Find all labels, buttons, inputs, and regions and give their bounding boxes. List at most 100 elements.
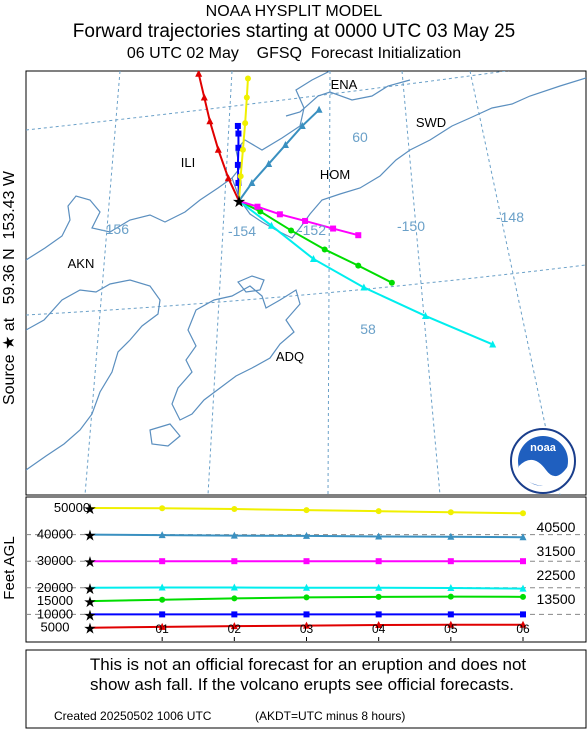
trajectory-point-4-2 [309,254,317,262]
created-stamp: Created 20250502 1006 UTC [54,709,212,723]
trajectory-point-1-1 [224,174,232,182]
place-akn: AKN [68,256,95,271]
height-point-3-6 [520,558,526,565]
trajectory-line-6 [238,109,320,202]
trajectory-point-1-4 [200,93,208,101]
height-point-3-2 [231,558,238,565]
noaa-logo: noaa [510,428,576,494]
trajectory-point-4-4 [421,311,429,319]
ytick-30000: 30000 [37,553,73,568]
trajectory-layer: ★ [195,71,497,348]
height-point-4-6 [519,584,527,592]
trajectory-line-7 [238,78,249,202]
trajectory-point-2-1 [235,179,242,186]
height-point-1-6 [520,510,526,517]
height-point-4-4 [375,583,383,591]
place-ili: ILI [181,155,195,170]
lon-label-150: -150 [397,218,425,234]
source-label: Source ★ at 59.36 N 153.43 W [1,170,18,405]
longitude-line-156 [84,71,121,495]
trajectory-point-4-3 [360,283,368,291]
xtick-label-05: 05 [444,622,458,636]
trajectory-point-6-5 [315,105,323,113]
trajectory-point-4-5 [489,340,497,348]
trajectory-point-2-4 [235,130,242,137]
trajectory-point-7-5 [244,75,251,82]
trajectory-point-6-3 [281,140,289,148]
height-point-5-5 [447,593,454,600]
trajectory-point-3-4 [355,262,362,269]
map-frame [25,70,587,496]
height-source-star-3: ★ [83,554,96,571]
longitude-line-148 [469,71,561,495]
trajectory-point-5-3 [302,217,309,224]
height-point-2-3 [303,531,310,539]
trajectory-point-3-1 [257,208,264,215]
height-point-6-5 [447,611,454,618]
height-point-7-2 [230,622,238,630]
trajectory-point-6-4 [298,121,306,129]
lon-label-156: -156 [101,221,129,237]
trajectory-point-5-2 [276,211,283,218]
height-point-2-5 [447,532,455,540]
lon-label-154: -154 [228,223,256,239]
height-point-5-2 [231,595,238,602]
height-source-star-2: ★ [83,528,96,545]
trajectory-point-5-5 [355,232,362,239]
height-point-1-1 [159,505,166,512]
lon-label-148: -148 [496,209,524,225]
trajectory-point-4-1 [267,221,275,229]
lat-label-60: 60 [352,129,368,145]
height-left-ticks: 50000 40000 30000 20000 15000 10000 5000 [37,500,90,635]
height-point-5-1 [159,596,166,603]
height-point-2-1 [158,531,166,539]
height-point-7-6 [519,620,527,628]
trajectory-line-4 [238,200,494,346]
ytick-10000: 10000 [37,606,73,621]
ytick-50000: 50000 [54,500,90,515]
right-label-22500: 22500 [537,567,576,583]
right-label-13500: 13500 [537,591,576,607]
longitude-line-150 [401,71,441,495]
height-point-2-2 [230,531,238,539]
height-source-star-5: ★ [83,594,96,611]
trajectory-point-1-3 [206,117,214,125]
height-point-5-3 [303,594,310,601]
height-point-4-2 [230,583,238,591]
trajectory-point-5-1 [254,203,261,210]
height-point-3-5 [447,558,454,565]
right-label-31500: 31500 [537,543,576,559]
trajectory-point-5-4 [330,225,337,232]
height-frame [25,496,587,643]
height-x-ticks: 01 02 03 04 05 06 [155,622,530,641]
ytick-15000: 15000 [37,593,73,608]
height-point-3-3 [303,558,310,565]
height-point-1-4 [375,508,382,515]
height-series-layer [89,505,527,630]
xtick-label-01: 01 [155,622,169,636]
trajectory-line-5 [238,200,359,237]
ytick-20000: 20000 [37,580,73,595]
trajectory-point-6-2 [265,159,273,167]
xtick-label-02: 02 [228,622,242,636]
lat-label-58: 58 [360,321,376,337]
height-point-6-2 [231,611,238,618]
header-subtitle: Forward trajectories starting at 0000 UT… [73,21,515,42]
height-point-5-6 [520,593,526,600]
xtick-label-03: 03 [300,622,314,636]
height-point-4-5 [447,584,455,592]
logo-text: noaa [530,442,557,454]
height-source-star-1: ★ [83,501,96,518]
latitude-line-60 [26,71,510,131]
height-axis-label: Feet AGL [1,536,18,599]
coastline [26,71,586,471]
height-point-2-4 [375,532,383,540]
place-ena: ENA [331,77,358,92]
trajectory-point-7-4 [243,94,250,101]
ytick-40000: 40000 [37,527,73,542]
height-point-7-5 [447,620,455,628]
longitude-line-152 [327,71,331,495]
xtick-label-04: 04 [372,622,386,636]
coastline-peninsula [26,279,161,471]
